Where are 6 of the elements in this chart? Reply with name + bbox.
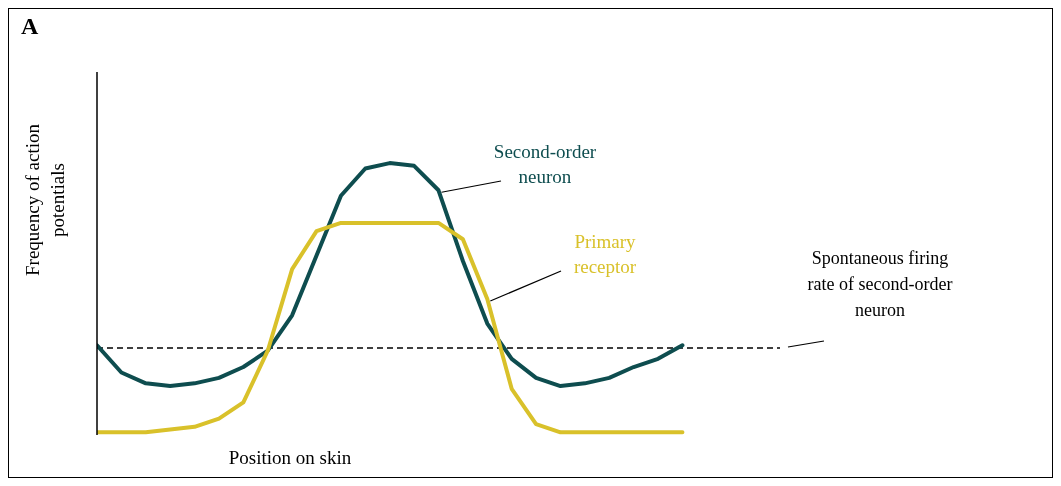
text: Second-order neuron [492, 140, 598, 189]
chart-title: A [21, 13, 39, 40]
y-axis-title: Frequency of action potentials [21, 123, 69, 278]
x-axis-title: Position on skin [227, 447, 353, 469]
text: Primary receptor [572, 230, 638, 279]
ref-line-label: Spontaneous firing rate of second-order neuron [806, 247, 954, 322]
